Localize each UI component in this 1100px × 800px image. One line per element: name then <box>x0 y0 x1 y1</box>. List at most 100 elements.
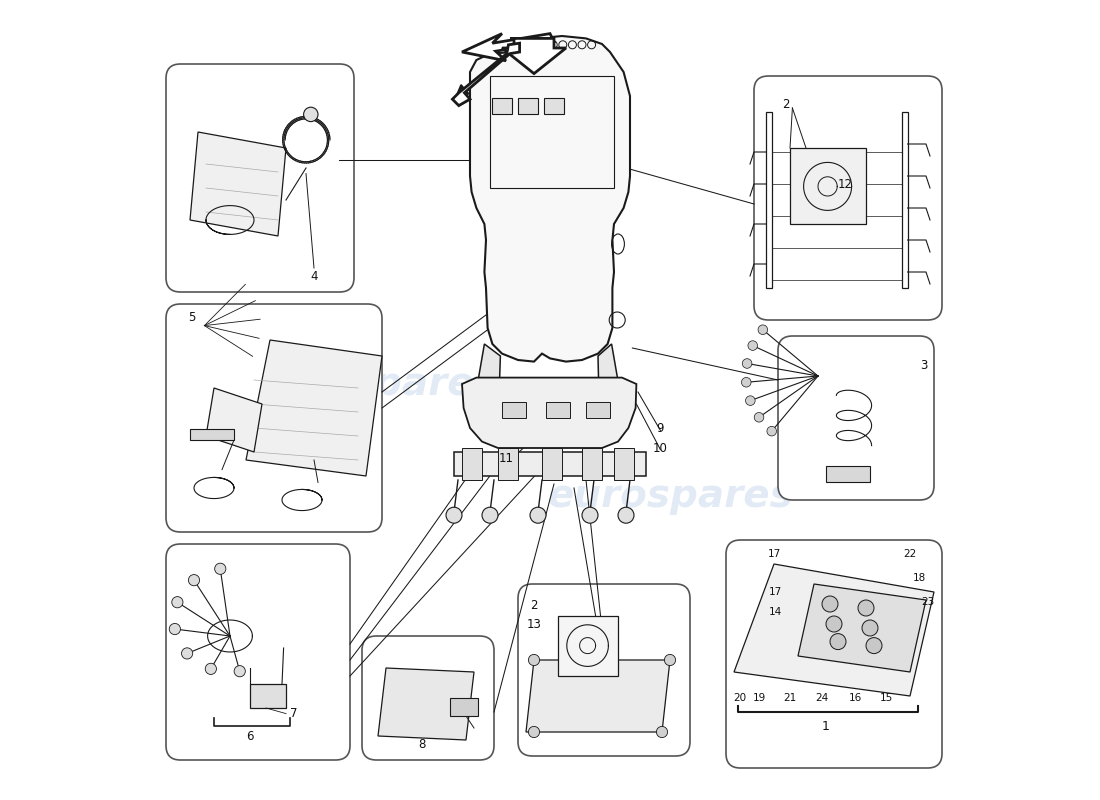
Bar <box>614 448 634 480</box>
Text: 18: 18 <box>913 573 926 582</box>
Circle shape <box>582 507 598 523</box>
Text: 3: 3 <box>921 359 927 372</box>
FancyBboxPatch shape <box>362 636 494 760</box>
Bar <box>546 402 570 418</box>
Text: 17: 17 <box>768 549 781 558</box>
Polygon shape <box>206 388 262 452</box>
Text: 20: 20 <box>733 693 746 702</box>
Bar <box>766 112 772 288</box>
FancyBboxPatch shape <box>726 540 942 768</box>
Circle shape <box>172 597 183 608</box>
Circle shape <box>866 638 882 654</box>
Circle shape <box>858 600 874 616</box>
Circle shape <box>618 507 634 523</box>
Bar <box>558 616 618 676</box>
Circle shape <box>755 413 763 422</box>
Circle shape <box>206 663 217 674</box>
Circle shape <box>446 507 462 523</box>
Polygon shape <box>462 378 637 448</box>
Circle shape <box>482 507 498 523</box>
Text: 10: 10 <box>653 442 668 454</box>
Bar <box>462 448 482 480</box>
Bar <box>582 448 602 480</box>
Bar <box>902 112 908 288</box>
Bar <box>543 98 563 114</box>
FancyBboxPatch shape <box>166 64 354 292</box>
Polygon shape <box>798 584 926 672</box>
Text: eurospares: eurospares <box>547 477 793 515</box>
FancyBboxPatch shape <box>754 76 942 320</box>
Bar <box>790 148 866 224</box>
Circle shape <box>830 634 846 650</box>
Text: 2: 2 <box>782 98 790 110</box>
Polygon shape <box>470 36 630 362</box>
Polygon shape <box>474 344 500 428</box>
Text: 19: 19 <box>754 693 767 702</box>
Bar <box>542 448 562 480</box>
Circle shape <box>664 654 675 666</box>
Bar <box>826 466 870 482</box>
Text: 24: 24 <box>815 693 828 702</box>
FancyBboxPatch shape <box>166 304 382 532</box>
Polygon shape <box>526 660 670 732</box>
Polygon shape <box>378 668 474 740</box>
Text: 21: 21 <box>783 693 796 702</box>
Circle shape <box>528 654 540 666</box>
Circle shape <box>822 596 838 612</box>
Text: 2: 2 <box>530 599 538 612</box>
Text: 22: 22 <box>903 549 916 558</box>
Polygon shape <box>246 340 382 476</box>
Polygon shape <box>452 43 519 106</box>
Circle shape <box>657 726 668 738</box>
Circle shape <box>767 426 777 436</box>
Bar <box>502 402 526 418</box>
Bar <box>250 684 286 708</box>
Circle shape <box>530 507 546 523</box>
Circle shape <box>862 620 878 636</box>
Text: 9: 9 <box>657 422 664 434</box>
Text: 17: 17 <box>769 587 782 597</box>
Text: 6: 6 <box>246 730 254 742</box>
Text: 5: 5 <box>188 311 196 324</box>
Text: 1: 1 <box>822 720 829 733</box>
Bar <box>454 452 646 476</box>
Text: 12: 12 <box>838 178 853 190</box>
Text: 15: 15 <box>879 693 892 702</box>
Circle shape <box>214 563 225 574</box>
Circle shape <box>758 325 768 334</box>
Polygon shape <box>598 344 622 428</box>
Circle shape <box>169 623 180 634</box>
FancyBboxPatch shape <box>778 336 934 500</box>
Circle shape <box>748 341 758 350</box>
Circle shape <box>742 358 752 368</box>
Bar <box>498 448 518 480</box>
Circle shape <box>234 666 245 677</box>
Polygon shape <box>190 132 286 236</box>
Bar <box>518 98 538 114</box>
Polygon shape <box>734 564 934 696</box>
FancyBboxPatch shape <box>518 584 690 756</box>
Text: 11: 11 <box>498 452 514 465</box>
FancyBboxPatch shape <box>166 544 350 760</box>
Text: 13: 13 <box>527 618 541 630</box>
Bar <box>450 698 478 716</box>
Polygon shape <box>502 38 566 74</box>
Text: 23: 23 <box>921 597 934 606</box>
Circle shape <box>188 574 199 586</box>
Bar <box>493 98 513 114</box>
Circle shape <box>746 396 755 406</box>
Text: 4: 4 <box>310 270 318 282</box>
Bar <box>190 429 234 440</box>
Circle shape <box>741 378 751 387</box>
Circle shape <box>826 616 842 632</box>
Bar <box>586 402 611 418</box>
Bar <box>490 76 614 188</box>
Circle shape <box>182 648 192 659</box>
Text: 16: 16 <box>849 693 862 702</box>
Polygon shape <box>462 34 554 61</box>
Circle shape <box>304 107 318 122</box>
Circle shape <box>528 726 540 738</box>
Text: 8: 8 <box>418 738 426 750</box>
Text: 14: 14 <box>769 607 782 617</box>
Text: eurospares: eurospares <box>251 365 497 403</box>
